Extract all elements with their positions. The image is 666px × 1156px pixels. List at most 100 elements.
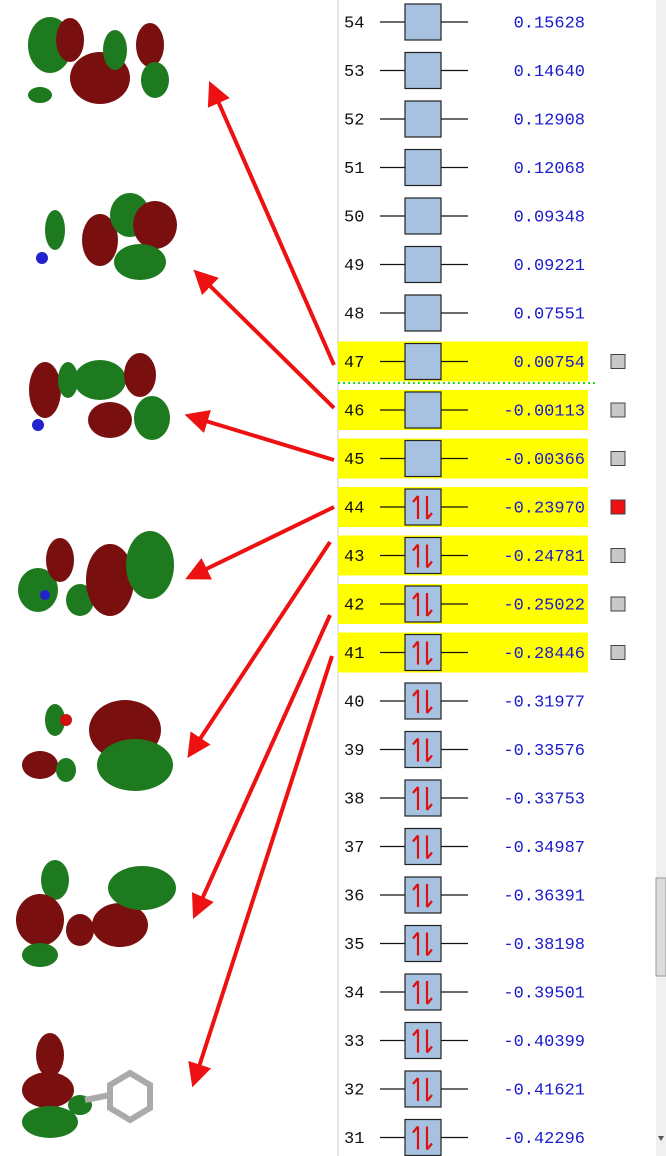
orbital-row: 51 0.12068 — [344, 148, 585, 187]
orbital-number: 31 — [344, 1130, 364, 1149]
orbital-image — [22, 700, 173, 791]
orbital-energy: 0.12908 — [514, 111, 585, 130]
level-box — [404, 488, 442, 526]
orbital-energy: -0.38198 — [503, 936, 585, 955]
spin-up — [412, 1028, 420, 1053]
spin-down — [425, 835, 433, 860]
orbital-number: 38 — [344, 790, 364, 809]
level-box — [404, 100, 442, 138]
orbital-checkbox[interactable] — [610, 548, 626, 563]
orbital-row: 34 -0.39501 — [344, 973, 585, 1011]
orbital-number: 42 — [344, 596, 364, 615]
level-box — [404, 148, 442, 187]
orbital-checkbox[interactable] — [610, 499, 626, 515]
orbital-row: 36 -0.36391 — [344, 876, 585, 914]
spin-down — [425, 932, 433, 957]
orbital-row: 49 0.09221 — [344, 245, 585, 284]
spin-up — [412, 592, 420, 616]
orbital-number: 36 — [344, 887, 364, 906]
orbital-energy: -0.24781 — [503, 548, 585, 567]
level-box — [404, 585, 442, 623]
level-box — [404, 682, 442, 720]
orbital-checkbox[interactable] — [610, 596, 626, 612]
level-box — [404, 391, 442, 429]
orbital-checkbox[interactable] — [610, 402, 626, 418]
level-box — [404, 1021, 442, 1060]
orbital-row: 54 0.15628 — [344, 3, 585, 41]
orbital-row: 38 -0.33753 — [344, 779, 585, 817]
orbital-energy: -0.28446 — [503, 645, 585, 664]
spin-down — [425, 1029, 433, 1054]
level-box — [404, 779, 442, 817]
arrows — [184, 81, 336, 1088]
orbital-energy: 0.00754 — [514, 354, 585, 373]
orbital-number: 45 — [344, 451, 364, 470]
level-box — [404, 245, 442, 284]
orbital-row: 47 0.00754 — [338, 341, 626, 382]
orbital-energy: -0.41621 — [503, 1081, 585, 1100]
arrow — [207, 81, 336, 366]
orbital-number: 50 — [344, 208, 364, 227]
orbital-row: 50 0.09348 — [344, 197, 585, 235]
orbital-image — [28, 17, 169, 104]
level-box — [404, 973, 442, 1011]
orbital-image — [29, 353, 170, 440]
orbital-energy: 0.14640 — [514, 63, 585, 82]
orbital-energy: -0.33576 — [503, 742, 585, 761]
level-box — [404, 342, 442, 381]
orbital-energy: 0.09348 — [514, 208, 585, 227]
orbital-row: 41 -0.28446 — [338, 632, 626, 673]
spin-down — [425, 641, 433, 666]
spin-up — [412, 980, 420, 1004]
arrow — [193, 269, 336, 410]
orbital-number: 46 — [344, 402, 364, 421]
spin-down — [425, 981, 433, 1005]
orbital-image — [18, 531, 174, 616]
orbital-energy: -0.00113 — [503, 402, 585, 421]
orbital-row: 46 -0.00113 — [338, 390, 626, 430]
orbital-number: 44 — [344, 499, 364, 518]
arrow — [188, 655, 334, 1088]
orbital-number: 40 — [344, 693, 364, 712]
spin-down — [425, 1126, 433, 1151]
orbital-checkbox[interactable] — [610, 354, 626, 369]
orbital-row: 42 -0.25022 — [338, 584, 626, 624]
orbital-image — [36, 193, 177, 280]
spin-down — [425, 690, 433, 714]
orbital-energy: -0.25022 — [503, 596, 585, 615]
orbital-energy: -0.36391 — [503, 887, 585, 906]
orbital-energy: 0.09221 — [514, 257, 585, 276]
spin-up — [412, 1125, 420, 1150]
orbital-row: 37 -0.34987 — [344, 827, 585, 866]
orbital-energy: -0.39501 — [503, 984, 585, 1003]
orbital-number: 53 — [344, 63, 364, 82]
spin-down — [425, 787, 433, 811]
level-box — [404, 51, 442, 90]
spin-up — [412, 834, 420, 859]
orbital-row: 48 0.07551 — [344, 294, 585, 332]
orbital-number: 52 — [344, 111, 364, 130]
orbital-checkbox[interactable] — [610, 451, 626, 466]
level-box — [404, 1070, 442, 1108]
arrow — [191, 614, 332, 919]
arrow — [185, 505, 335, 580]
orbital-checkbox[interactable] — [610, 645, 626, 660]
orbital-row: 44 -0.23970 — [338, 487, 626, 527]
orbital-number: 41 — [344, 645, 364, 664]
level-box — [404, 876, 442, 914]
orbital-energy: -0.42296 — [503, 1130, 585, 1149]
orbital-row: 33 -0.40399 — [344, 1021, 585, 1060]
orbital-energy: -0.00366 — [503, 451, 585, 470]
orbital-row: 53 0.14640 — [344, 51, 585, 90]
orbital-row: 39 -0.33576 — [344, 730, 585, 769]
orbital-number: 49 — [344, 257, 364, 276]
orbital-panel — [338, 0, 656, 1156]
orbital-number: 33 — [344, 1033, 364, 1052]
level-box — [404, 3, 442, 41]
orbital-energy: -0.31977 — [503, 693, 585, 712]
orbital-energy: -0.33753 — [503, 790, 585, 809]
orbital-number: 35 — [344, 936, 364, 955]
orbital-energy: 0.07551 — [514, 305, 585, 324]
spin-up — [412, 883, 420, 907]
scrollbar[interactable] — [655, 0, 666, 1156]
